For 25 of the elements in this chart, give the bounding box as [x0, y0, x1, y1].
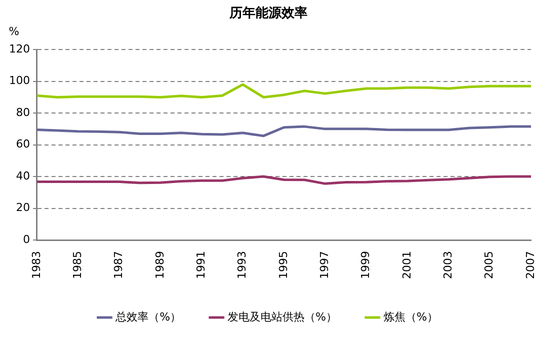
x-tick-label: 1983	[30, 251, 43, 280]
x-tick-label: 1999	[359, 251, 372, 280]
legend-label: 发电及电站供热（%）	[228, 310, 337, 324]
y-tick-label: 0	[22, 232, 30, 246]
x-tick-label: 2007	[524, 251, 537, 280]
x-tick-label: 2001	[400, 251, 414, 280]
y-tick-label: 120	[8, 42, 30, 56]
x-tick-label: 1995	[276, 251, 290, 280]
x-tick-label: 1993	[236, 251, 249, 280]
y-tick-label: 40	[16, 169, 30, 182]
legend-label: 炼焦（%）	[383, 310, 438, 324]
chart-title: 历年能源效率	[228, 5, 308, 22]
x-tick-label: 2005	[482, 251, 496, 280]
y-tick-label: 20	[16, 201, 30, 214]
y-tick-label: 80	[16, 106, 30, 119]
x-tick-label: 1997	[318, 251, 332, 280]
y-tick-label: 100	[8, 74, 30, 88]
y-axis-title: %	[8, 24, 20, 38]
x-tick-label: 1989	[153, 251, 166, 280]
y-tick-label: 60	[16, 138, 30, 151]
x-tick-label: 2003	[442, 251, 455, 280]
x-tick-label: 1985	[71, 251, 84, 280]
x-tick-label: 1987	[112, 251, 126, 280]
x-tick-label: 1991	[194, 251, 208, 280]
legend-label: 总效率（%）	[114, 310, 182, 324]
